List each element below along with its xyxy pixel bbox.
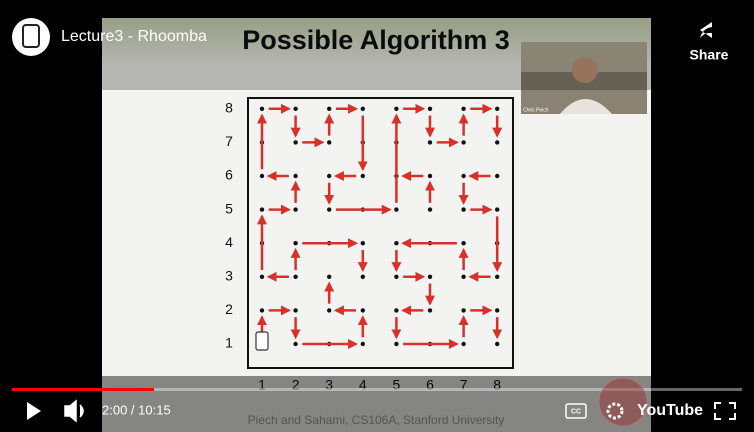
column-label: 1 (258, 377, 266, 393)
grid-dot (327, 173, 332, 179)
grid-dot (427, 207, 433, 212)
grid-dot (495, 173, 500, 179)
grid-dot (495, 274, 500, 279)
row-label: 7 (225, 133, 233, 149)
top-shade (0, 0, 754, 90)
grid-dot (293, 140, 298, 145)
grid-dot (360, 274, 365, 279)
webcam-shirt (560, 99, 612, 114)
column-label: 2 (292, 377, 300, 393)
grid-dot (293, 106, 298, 112)
grid-dot (360, 308, 365, 313)
grid-dot (461, 173, 466, 179)
grid-dot (394, 241, 399, 246)
grid-dot (293, 341, 298, 347)
grid-dot (495, 308, 500, 313)
grid-dot (461, 241, 466, 246)
grid-dot (427, 173, 433, 179)
column-label: 7 (460, 377, 468, 393)
grid-dot (259, 207, 265, 212)
grid-dot (360, 341, 365, 347)
grid-dot (327, 274, 332, 279)
grid-dot (461, 106, 466, 112)
grid-dot (293, 274, 298, 279)
grid-dot (293, 241, 298, 246)
grid-dot (495, 341, 500, 347)
grid-dot (293, 173, 298, 179)
progress-played (12, 388, 154, 391)
grid-dot (293, 207, 298, 212)
grid-dot (327, 308, 332, 313)
column-label: 3 (325, 377, 333, 393)
robot (255, 331, 269, 351)
grid-dot (495, 106, 500, 112)
grid-dot (495, 140, 500, 145)
grid-dot (259, 274, 265, 279)
time-display: 2:00 / 10:15 (102, 402, 171, 417)
row-label: 6 (225, 167, 233, 183)
row-label: 8 (225, 100, 233, 116)
grid-dot (461, 308, 466, 313)
column-label: 6 (426, 377, 434, 393)
grid-dot (461, 140, 466, 145)
youtube-logo[interactable]: YouTube (637, 402, 703, 419)
grid-dot (461, 274, 466, 279)
share-icon[interactable] (700, 22, 712, 38)
play-button[interactable] (27, 402, 41, 420)
grid-dot (259, 106, 265, 112)
grid-dot (259, 173, 265, 179)
row-label: 4 (225, 234, 233, 250)
avatar-icon (22, 24, 40, 48)
grid-dot (461, 341, 466, 347)
fullscreen-button[interactable] (714, 402, 736, 420)
grid-dot (327, 140, 332, 145)
watermark (598, 377, 648, 427)
column-label: 5 (393, 377, 401, 393)
grid-dot (360, 241, 365, 246)
grid-dot (360, 173, 365, 179)
grid-dot (394, 308, 399, 313)
cc-button[interactable] (565, 403, 587, 419)
grid-dot (327, 207, 332, 212)
column-label: 8 (493, 377, 501, 393)
grid-dot (259, 308, 265, 313)
share-label[interactable]: Share (690, 47, 729, 63)
grid-dot (427, 106, 433, 112)
grid-dot (394, 341, 399, 347)
grid-dot (495, 207, 500, 212)
row-label: 2 (225, 301, 233, 317)
channel-avatar[interactable] (12, 18, 50, 56)
grid-dot (461, 207, 466, 212)
grid-dot (427, 308, 433, 313)
grid-dot (427, 274, 433, 279)
column-label: 4 (359, 377, 367, 393)
grid-dot (394, 106, 399, 112)
row-label: 3 (225, 268, 233, 284)
grid-dot (360, 106, 365, 112)
bottom-shade (0, 376, 754, 432)
settings-button[interactable] (606, 402, 624, 420)
webcam-name: Chris Piech (523, 107, 549, 113)
volume-button[interactable] (64, 399, 84, 423)
grid-dot (427, 140, 433, 145)
grid-border (247, 97, 514, 369)
slide-footer: Piech and Sahami, CS106A, Stanford Unive… (248, 413, 505, 427)
slide-title: Possible Algorithm 3 (242, 25, 510, 55)
grid-dot (394, 274, 399, 279)
cc-label: CC (571, 408, 581, 415)
row-label: 1 (225, 335, 233, 351)
video-title[interactable]: Lecture3 - Rhoomba (61, 28, 207, 45)
progress-track[interactable] (12, 388, 742, 391)
grid-dot (394, 207, 399, 212)
grid-dot (327, 106, 332, 112)
webcam-face (572, 57, 598, 83)
row-label: 5 (225, 200, 233, 216)
grid: 8 7 6 5 4 3 2 1 1 2 3 4 5 6 7 8 (225, 100, 503, 393)
grid-dot (293, 308, 298, 313)
